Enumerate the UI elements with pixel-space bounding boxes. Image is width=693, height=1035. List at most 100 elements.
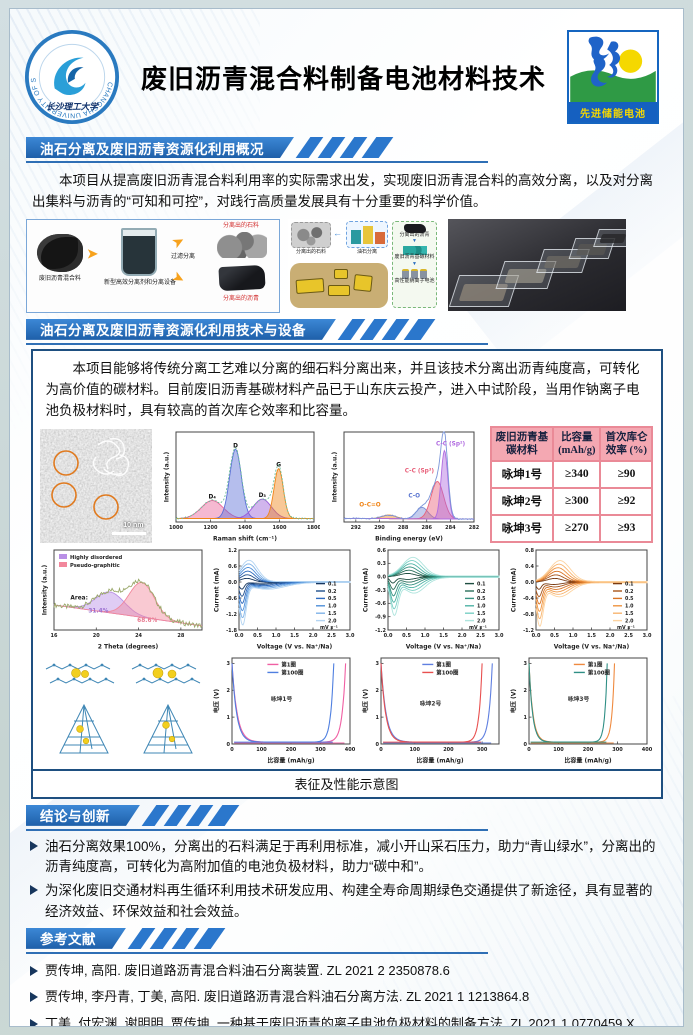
svg-text:-0.4: -0.4: [524, 596, 535, 602]
svg-text:0.5: 0.5: [328, 596, 337, 602]
svg-text:-0.3: -0.3: [375, 588, 386, 594]
conclusion-item: 油石分离效果100%，分离出的石料满足于再利用标准，减小开山采石压力，助力“青山…: [30, 837, 663, 878]
svg-text:第100圈: 第100圈: [588, 668, 611, 676]
table-cell: ≥93: [599, 513, 654, 543]
flow-input-label: 废旧沥青混合料: [38, 275, 81, 282]
overview-paragraph: 本项目从提高废旧沥青混合料利用率的实际需求出发，实现废旧沥青混合料的高效分离，以…: [32, 173, 653, 209]
svg-text:Voltage (V vs. Na⁺/Na): Voltage (V vs. Na⁺/Na): [554, 643, 630, 650]
svg-text:286: 286: [421, 525, 432, 531]
table-row: 咏坤2号 ≥300 ≥92: [489, 486, 654, 516]
svg-text:电压 (V): 电压 (V): [361, 688, 369, 712]
svg-text:1400: 1400: [238, 525, 252, 531]
svg-text:16: 16: [50, 633, 57, 639]
svg-text:C-O: C-O: [408, 494, 420, 500]
xps-spectrum-chart: 292 290 288 286 284 282 Binding energy (eV) Int…: [330, 427, 480, 543]
figure-caption: 表征及性能示意图: [32, 768, 661, 797]
svg-text:3.0: 3.0: [346, 633, 355, 639]
process-battery-label: 高性能钠离子电池: [394, 277, 435, 284]
reference-item: 贾传坤, 李丹青, 丁美, 高阳. 废旧道路沥青混合料油石分离方法. ZL 20…: [30, 988, 663, 1006]
section-underline: [26, 828, 488, 831]
stripe-decoration: [207, 804, 240, 826]
svg-text:Raman shift (cm⁻¹): Raman shift (cm⁻¹): [213, 535, 277, 542]
svg-text:比容量 (mAh/g): 比容量 (mAh/g): [565, 756, 612, 764]
overview-figures: 废旧沥青混合料 ➤ 新型高效分离剂和分离设备 过滤分离 ➤ ➤ 分离出的石料 分…: [26, 218, 667, 313]
svg-text:1: 1: [227, 715, 231, 721]
flow-asphalt-label: 分离出的沥青: [222, 295, 259, 302]
tem-art: [39, 428, 152, 543]
svg-text:0.0: 0.0: [383, 633, 392, 639]
svg-text:Area:: Area:: [70, 595, 88, 601]
arrow-down-icon: ▼: [412, 238, 417, 245]
svg-text:2.0: 2.0: [625, 618, 634, 624]
cv-chart-yk2: 0.0 0.5 1.0 1.5 2.0 2.5 3.0 -1.2 -0.9 -0.6 -0.3 0.0…: [361, 545, 505, 651]
asphalt-chunk-icon: [218, 264, 266, 292]
svg-text:0.6: 0.6: [377, 548, 386, 554]
product-column: 分离出的沥青 ▼ 废旧沥青基碳材料 ▼ 高性能钠离子电池: [392, 220, 437, 308]
poster-sheet: CHANGSHA UNIVERSITY OF SCIENCE & TECHNOL…: [9, 8, 684, 1027]
svg-text:68.6%: 68.6%: [137, 618, 157, 624]
svg-text:Binding energy (eV): Binding energy (eV): [375, 535, 443, 542]
process-carbon-label: 废旧沥青基碳材料: [394, 254, 435, 261]
separated-asphalt-icon: [403, 223, 426, 233]
svg-text:O-C=O: O-C=O: [359, 503, 381, 509]
svg-text:Current (mA): Current (mA): [362, 567, 369, 612]
svg-text:1.0: 1.0: [477, 603, 486, 609]
svg-text:2.0: 2.0: [328, 618, 337, 624]
sun-icon: [618, 49, 643, 73]
svg-text:200: 200: [286, 747, 297, 753]
stripe-decoration: [403, 318, 436, 340]
svg-text:-1.2: -1.2: [226, 612, 237, 618]
svg-text:1.0: 1.0: [272, 633, 281, 639]
section-title: 结论与创新: [26, 805, 140, 826]
svg-text:2.5: 2.5: [327, 633, 336, 639]
table-header: 废旧沥青基 碳材料: [489, 425, 555, 462]
svg-text:电压 (V): 电压 (V): [510, 688, 518, 712]
svg-text:1.5: 1.5: [477, 611, 486, 617]
stripe-decoration: [361, 137, 394, 158]
svg-text:0.0: 0.0: [377, 574, 386, 580]
reference-list: 贾传坤, 高阳. 废旧道路沥青混合料油石分离装置. ZL 2021 2 2350…: [30, 962, 663, 1026]
svg-text:-0.9: -0.9: [375, 614, 386, 620]
svg-text:0.2: 0.2: [625, 589, 634, 595]
industrial-process-diagram: 分离出的石料 ← 油石分离 分离出的沥青 ▼: [288, 218, 440, 311]
arrow-right-icon: ➤: [87, 245, 98, 261]
svg-text:0: 0: [230, 747, 234, 753]
svg-text:0.0: 0.0: [228, 580, 237, 586]
technology-box: 本项目能够将传统分离工艺难以分离的细石料分离出来，并且该技术分离出沥青纯度高，可…: [30, 348, 663, 799]
section-title: 参考文献: [26, 928, 126, 949]
svg-text:0.2: 0.2: [477, 589, 486, 595]
process-sep-label: 油石分离: [356, 248, 377, 255]
table-cell: 咏坤3号: [489, 513, 555, 543]
brush-stroke: [588, 36, 610, 61]
reference-item: 贾传坤, 高阳. 废旧道路沥青混合料油石分离装置. ZL 2021 2 2350…: [30, 962, 663, 980]
svg-text:1600: 1600: [272, 525, 286, 531]
stone-photo-icon: [291, 221, 331, 248]
characterization-row-2: 16 20 24 28 2 Theta (degrees) Intensity (a.u.…: [40, 545, 654, 651]
svg-text:0.0: 0.0: [532, 633, 541, 639]
svg-text:2: 2: [375, 688, 379, 694]
university-logo: CHANGSHA UNIVERSITY OF SCIENCE & TECHNOL…: [24, 29, 120, 125]
svg-text:3: 3: [227, 661, 231, 667]
table-cell: ≥270: [552, 513, 602, 543]
svg-text:284: 284: [445, 525, 456, 531]
svg-text:0.8: 0.8: [526, 548, 535, 554]
svg-text:电压 (V): 电压 (V): [213, 688, 221, 712]
svg-text:Current (mA): Current (mA): [511, 567, 518, 612]
carbon-material-icon: [402, 246, 427, 256]
svg-text:G: G: [276, 463, 281, 469]
raman-spectrum-chart: 1000 1200 1400 1600 1800 Raman shift (cm⁻¹) In…: [162, 427, 321, 543]
battery-logo-art: [570, 32, 656, 102]
table-cell: ≥340: [552, 459, 602, 489]
svg-text:第100圈: 第100圈: [436, 668, 459, 676]
scale-bar: [111, 531, 146, 535]
svg-text:31.4%: 31.4%: [88, 608, 108, 614]
svg-text:0: 0: [379, 747, 383, 753]
svg-text:0.5: 0.5: [551, 633, 560, 639]
section-underline: [26, 342, 488, 345]
svg-text:2.0: 2.0: [606, 633, 615, 639]
stripe-decoration: [193, 927, 226, 949]
svg-text:1.5: 1.5: [328, 611, 337, 617]
conclusion-text: 油石分离效果100%，分离出的石料满足于再利用标准，减小开山采石压力，助力“青山…: [45, 838, 656, 875]
svg-text:Intensity (a.u.): Intensity (a.u.): [41, 564, 48, 615]
